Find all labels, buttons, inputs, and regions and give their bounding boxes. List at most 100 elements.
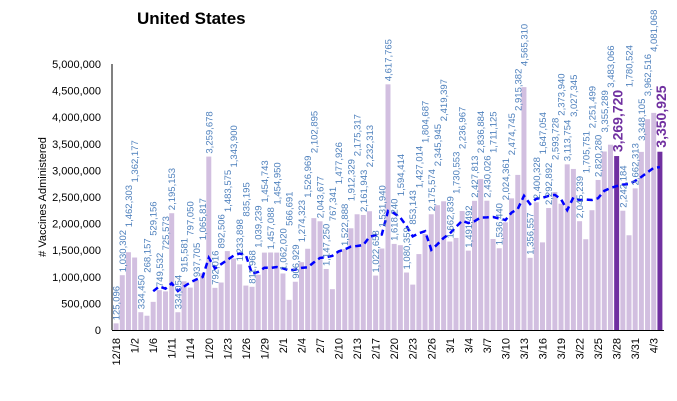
x-axis-ticks: 12/18 1/2 1/6 1/11 1/14 1/20 1/23 1/26 1/29 2/1 2/… — [111, 338, 661, 366]
bar-value-label: 2,242,184 — [618, 165, 629, 207]
bar-value-label: 3,483,066 — [606, 45, 617, 87]
bar-value-label: 1,462,303 — [124, 185, 135, 227]
bar-value-label: 1,618,240 — [390, 199, 401, 241]
x-tick-label: 2/13 — [352, 338, 364, 359]
x-tick-label: 12/18 — [111, 338, 123, 366]
bar-value-label: 937,705 — [192, 243, 203, 277]
bar — [441, 201, 447, 330]
y-tick-label: 0 — [95, 325, 101, 337]
bar — [187, 287, 193, 330]
bar — [113, 323, 119, 330]
bar — [546, 208, 552, 330]
bar — [645, 119, 651, 330]
bar-value-label: 2,427,813 — [470, 156, 481, 198]
bar — [385, 84, 391, 330]
x-tick-label: 1/26 — [241, 338, 253, 359]
y-tick-label: 2,500,000 — [52, 192, 101, 204]
bar — [243, 285, 249, 330]
bar-value-label: 2,045,239 — [575, 176, 586, 218]
bar — [261, 252, 267, 330]
bar — [231, 258, 236, 330]
x-tick-label: 3/1 — [445, 338, 457, 353]
bar — [595, 179, 601, 330]
bar — [404, 272, 410, 330]
bar — [193, 280, 199, 330]
bar-value-label: 2,236,967 — [458, 107, 469, 149]
x-tick-label: 3/22 — [575, 338, 587, 359]
bar-value-label: 1,711,125 — [489, 111, 500, 153]
bar — [169, 213, 175, 330]
bar-value-label: 1,343,900 — [229, 125, 240, 167]
bar-value-label: 1,594,414 — [396, 154, 407, 196]
bar — [298, 262, 304, 330]
bar — [459, 210, 465, 330]
x-tick-label: 1/6 — [148, 338, 160, 353]
bar-value-label: 2,175,574 — [427, 169, 438, 211]
x-tick-label: 1/2 — [130, 338, 142, 353]
bar-value-label: 1,362,177 — [130, 140, 141, 182]
bar — [515, 174, 521, 330]
bar-value-label: 792,016 — [211, 251, 222, 285]
bar-value-label: 1,022,658 — [371, 230, 382, 272]
bar-value-label: 2,662,313 — [631, 143, 642, 185]
bar-value-label: 2,400,328 — [532, 157, 543, 199]
x-tick-label: 1/20 — [204, 338, 216, 359]
bar — [354, 214, 360, 330]
bar-value-label: 1,080,359 — [402, 227, 413, 269]
bar-value-label: 1,030,302 — [118, 230, 129, 272]
bar-value-label: 2,345,945 — [433, 124, 444, 166]
bar-value-label: 2,373,940 — [557, 73, 568, 115]
bar — [484, 200, 490, 330]
bars — [113, 84, 663, 331]
bar — [292, 281, 298, 330]
bar — [626, 235, 632, 330]
bar — [416, 254, 422, 330]
bar-value-label: 1,356,557 — [526, 213, 537, 255]
bar — [138, 312, 144, 330]
bar — [638, 151, 644, 330]
bar — [156, 290, 162, 330]
bar-value-label: 1,065,817 — [198, 198, 209, 240]
bar — [478, 179, 484, 330]
x-tick-label: 2/23 — [408, 338, 420, 359]
bar-value-label: 1,233,898 — [235, 219, 246, 261]
bar — [366, 211, 372, 330]
x-tick-label: 2/1 — [278, 338, 290, 353]
x-tick-label: 2/20 — [389, 338, 401, 359]
bar-value-label: 1,647,054 — [538, 112, 549, 154]
bar — [521, 87, 527, 330]
bar — [237, 264, 243, 330]
bar-value-label: 1,454,950 — [272, 162, 283, 204]
bar-value-label: 2,593,728 — [550, 118, 561, 160]
bar — [144, 315, 150, 330]
bar-value-label: 3,027,345 — [569, 75, 580, 117]
moving-average-line — [152, 165, 661, 293]
bar — [558, 203, 564, 330]
bar — [601, 151, 607, 330]
bar — [428, 214, 434, 330]
bar — [342, 248, 348, 330]
bar-value-label: 1,062,020 — [278, 228, 289, 270]
bar-value-label: 2,175,317 — [353, 114, 364, 156]
bar — [490, 238, 496, 330]
y-tick-label: 1,500,000 — [52, 245, 101, 257]
bar — [280, 273, 286, 330]
x-tick-label: 3/25 — [593, 338, 605, 359]
y-tick-label: 3,000,000 — [52, 165, 101, 177]
bar — [286, 299, 292, 330]
bar — [311, 218, 317, 330]
bar-value-label: 3,355,289 — [600, 90, 611, 132]
bar-value-label: 3,113,754 — [563, 120, 574, 162]
bar-value-label: 1,531,940 — [377, 185, 388, 227]
bar-value-label: 3,962,516 — [643, 54, 654, 96]
bar — [218, 282, 224, 330]
bar-value-label: 2,820,280 — [594, 135, 605, 177]
bar — [391, 243, 397, 330]
bar-value-label: 1,477,926 — [334, 142, 345, 184]
x-tick-label: 3/7 — [482, 338, 494, 353]
bar — [434, 205, 440, 330]
bar-value-label: 4,081,068 — [649, 10, 660, 52]
bar-value-label: 3,348,105 — [637, 99, 648, 141]
y-tick-label: 4,000,000 — [52, 112, 101, 124]
